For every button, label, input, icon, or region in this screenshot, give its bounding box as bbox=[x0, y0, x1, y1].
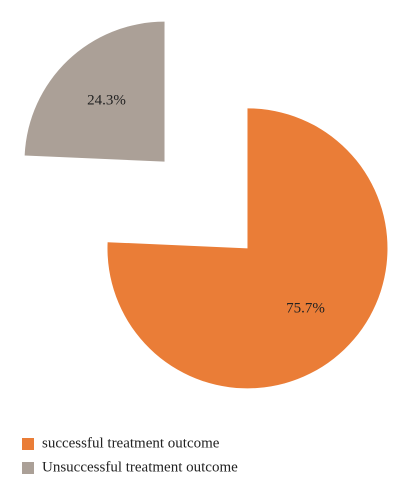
legend-swatch bbox=[22, 438, 34, 450]
data-label: 24.3% bbox=[87, 92, 126, 108]
data-label: 75.7% bbox=[286, 300, 325, 316]
legend-swatch bbox=[22, 462, 34, 474]
legend-label: Unsuccessful treatment outcome bbox=[42, 459, 238, 475]
pie-slice bbox=[107, 108, 388, 389]
legend-label: successful treatment outcome bbox=[42, 435, 220, 451]
pie-slice bbox=[24, 21, 165, 162]
